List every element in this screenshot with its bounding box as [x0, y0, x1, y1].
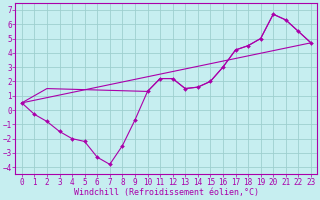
X-axis label: Windchill (Refroidissement éolien,°C): Windchill (Refroidissement éolien,°C)	[74, 188, 259, 197]
